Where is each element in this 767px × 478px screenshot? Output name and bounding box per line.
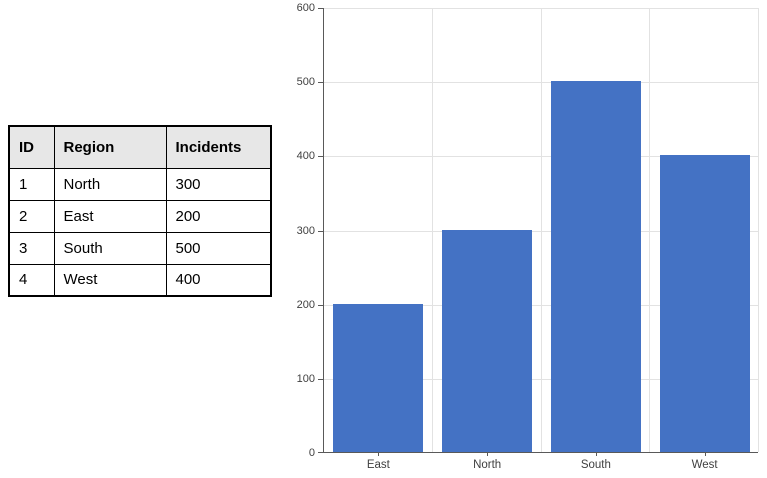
table-cell: 500	[165, 231, 272, 265]
x-axis-label: North	[473, 459, 502, 471]
y-axis-label: 0	[308, 447, 315, 459]
x-axis-tick	[378, 452, 380, 456]
table-cell: 300	[165, 167, 272, 201]
table-cell: 3	[8, 231, 55, 265]
y-axis-label: 400	[296, 150, 315, 163]
x-axis-tick	[487, 452, 489, 456]
x-axis-label: South	[580, 459, 611, 471]
v-gridline	[649, 8, 650, 452]
y-axis-tick	[318, 452, 324, 453]
table-header-cell: ID	[8, 125, 55, 169]
table-body: 1 North 300 2 East 200 3 South 500 4 West 400	[8, 167, 272, 297]
table-cell: North	[53, 167, 167, 201]
x-axis-label: East	[366, 459, 390, 471]
table-row: 1 North 300	[8, 167, 272, 201]
table-cell: West	[53, 263, 167, 297]
table-row: 4 West 400	[8, 263, 272, 297]
table-cell: South	[53, 231, 167, 265]
bar-west	[659, 155, 750, 452]
v-gridline	[541, 8, 542, 452]
bar-east	[333, 303, 424, 452]
y-axis-label: 500	[296, 76, 315, 89]
v-gridline	[432, 8, 433, 452]
y-axis-label: 200	[296, 298, 315, 311]
y-axis-tick	[318, 82, 324, 84]
table-header-cell: Incidents	[165, 125, 272, 169]
x-axis-tick	[595, 452, 597, 456]
v-gridline	[758, 8, 759, 452]
y-axis-tick	[318, 156, 324, 158]
table-header-row: ID Region Incidents	[8, 125, 272, 169]
table-cell: 4	[8, 263, 55, 297]
bar-chart: 0 100 200 300 400 500 600 East North South West	[297, 2, 759, 471]
table-cell: 400	[165, 263, 272, 297]
table-cell: 2	[8, 199, 55, 233]
y-axis-tick	[318, 230, 324, 232]
y-axis-label: 100	[296, 372, 315, 385]
y-axis-tick	[318, 8, 324, 9]
table-header-cell: Region	[53, 125, 167, 169]
x-axis-tick	[704, 452, 706, 456]
incidents-table: ID Region Incidents 1 North 300 2 East 200 3 Sout…	[8, 125, 272, 297]
table-cell: 1	[8, 167, 55, 201]
y-axis-tick	[318, 304, 324, 306]
bar-north	[442, 229, 533, 452]
bar-south	[550, 81, 641, 452]
y-axis-label: 300	[296, 224, 315, 237]
table-row: 2 East 200	[8, 199, 272, 233]
y-axis-label: 600	[296, 2, 315, 14]
table-row: 3 South 500	[8, 231, 272, 265]
table-cell: East	[53, 199, 167, 233]
chart-plot-area: 0 100 200 300 400 500 600 East North South West	[297, 2, 759, 471]
x-axis-label: West	[691, 459, 718, 471]
y-axis-tick	[318, 378, 324, 380]
table-cell: 200	[165, 199, 272, 233]
